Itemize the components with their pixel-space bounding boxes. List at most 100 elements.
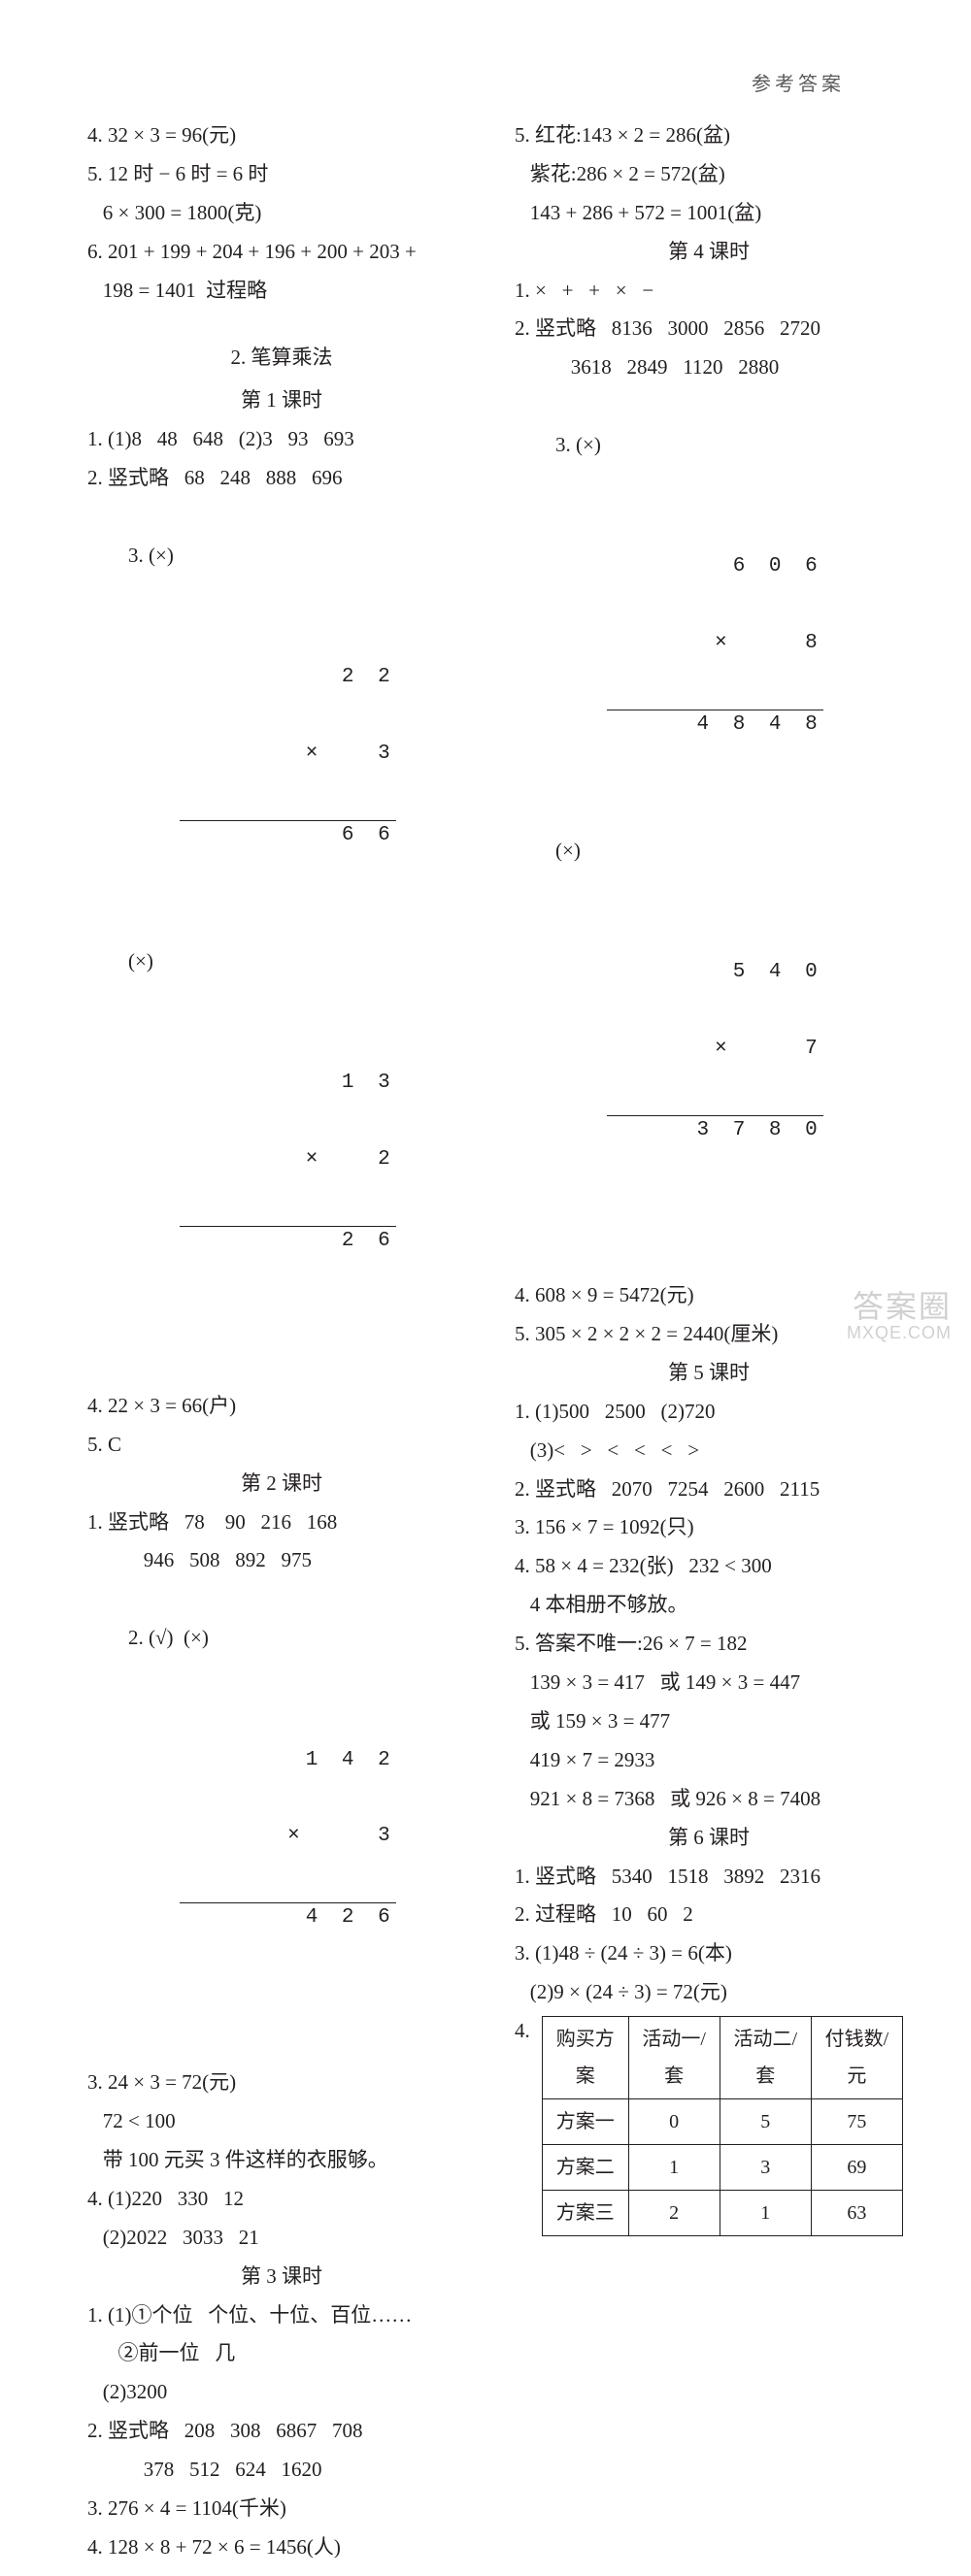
calc-row: × 3 [180, 1824, 396, 1849]
text-line: 139 × 3 = 417 或 149 × 3 = 447 [515, 1664, 903, 1702]
table-header: 付钱数/元 [811, 2017, 902, 2099]
calc-row: × 8 [607, 631, 823, 656]
text-line: 1. 竖式略 5340 1518 3892 2316 [515, 1858, 903, 1897]
text-line: 6. 201 + 199 + 204 + 196 + 200 + 203 + [87, 233, 476, 272]
text-line: 5. C [87, 1426, 476, 1465]
table-header: 购买方案 [543, 2017, 629, 2099]
calc-row: × 2 [180, 1147, 396, 1172]
lesson-heading: 第 4 课时 [515, 233, 903, 272]
table-cell: 0 [628, 2099, 720, 2145]
vertical-calc-row: 3. (×) 6 0 6 × 8 4 8 4 8 (×) 5 4 0 × 7 3… [515, 387, 903, 1276]
text-line: 3618 2849 1120 2880 [515, 348, 903, 387]
text-line: 4. 128 × 8 + 72 × 6 = 1456(人) [87, 2528, 476, 2567]
text-line: 1. × + + × − [515, 272, 903, 311]
text-prefix: 3. (×) [555, 433, 601, 456]
table-header: 活动二/套 [720, 2017, 811, 2099]
text-line: 4. (1)220 330 12 [87, 2180, 476, 2219]
vertical-calc-row: 3. (×) 2 2 × 3 6 6 (×) 1 3 × 2 2 6 [87, 498, 476, 1387]
calc-row: 4 8 4 8 [607, 710, 823, 738]
text-line: 6 × 300 = 1800(克) [87, 194, 476, 233]
text-line: 4. 32 × 3 = 96(元) [87, 116, 476, 155]
calc-row: 3 7 8 0 [607, 1115, 823, 1143]
table-row: 方案二 1 3 69 [543, 2145, 903, 2191]
section-title: 2. 笔算乘法 [87, 339, 476, 378]
text-line: 921 × 8 = 7368 或 926 × 8 = 7408 [515, 1780, 903, 1819]
text-line: 5. 红花:143 × 2 = 286(盆) [515, 116, 903, 155]
lesson-heading: 第 1 课时 [87, 381, 476, 420]
text-line: 5. 答案不唯一:26 × 7 = 182 [515, 1625, 903, 1664]
table-cell: 方案三 [543, 2191, 629, 2236]
table-cell: 75 [811, 2099, 902, 2145]
text-line: 1. (1)500 2500 (2)720 [515, 1393, 903, 1432]
vertical-calc: 6 0 6 × 8 4 8 4 8 [607, 504, 823, 789]
question-number: 4. [515, 2012, 542, 2051]
text-line: 1. (1)①个位 个位、十位、百位…… [87, 2296, 476, 2335]
text-line: 1. 竖式略 78 90 216 168 [87, 1503, 476, 1542]
calc-row: 4 2 6 [180, 1902, 396, 1931]
calc-row: × 3 [180, 742, 396, 767]
lesson-heading: 第 6 课时 [515, 1819, 903, 1858]
vertical-calc: 2 2 × 3 6 6 [180, 614, 396, 900]
text-line: 4. 608 × 9 = 5472(元) [515, 1276, 903, 1315]
question-4-row: 4. 购买方案 活动一/套 活动二/套 付钱数/元 方案一 0 5 75 [515, 2012, 903, 2236]
vertical-calc: 1 3 × 2 2 6 [180, 1020, 396, 1305]
text-line: 2. 竖式略 2070 7254 2600 2115 [515, 1470, 903, 1509]
calc-row: 6 6 [180, 820, 396, 848]
lesson-heading: 第 2 课时 [87, 1465, 476, 1503]
text-line: 3. 276 × 4 = 1104(千米) [87, 2490, 476, 2528]
text-line: 378 512 624 1620 [87, 2451, 476, 2490]
text-line: (2)2022 3033 21 [87, 2219, 476, 2258]
text-line: 3. 156 × 7 = 1092(只) [515, 1508, 903, 1547]
text-line: 2. 竖式略 208 308 6867 708 [87, 2412, 476, 2451]
text-prefix: 2. (√) (×) [128, 1626, 209, 1649]
text-line: (2)9 × (24 ÷ 3) = 72(元) [515, 1973, 903, 2012]
table-cell: 3 [720, 2145, 811, 2191]
header-label: 参考答案 [752, 68, 845, 96]
text-line: 1. (1)8 48 648 (2)3 93 693 [87, 420, 476, 459]
calc-row: 1 4 2 [180, 1748, 396, 1773]
text-line: 带 100 元买 3 件这样的衣服够。 [87, 2141, 476, 2180]
table-cell: 5 [720, 2099, 811, 2145]
text-line: 3. (1)48 ÷ (24 ÷ 3) = 6(本) [515, 1934, 903, 1973]
text-line: 5. 12 时 − 6 时 = 6 时 [87, 155, 476, 194]
text-line: 419 × 7 = 2933 [515, 1741, 903, 1780]
text-line: 紫花:286 × 2 = 572(盆) [515, 155, 903, 194]
text-line: 72 < 100 [87, 2102, 476, 2141]
text-line: 2. 竖式略 8136 3000 2856 2720 [515, 310, 903, 348]
watermark-sub: MXQE.COM [847, 1324, 952, 1343]
vertical-calc: 1 4 2 × 3 4 2 6 [180, 1697, 396, 1982]
vertical-calc: 5 4 0 × 7 3 7 8 0 [607, 909, 823, 1195]
calc-row: 5 4 0 [607, 960, 823, 985]
text-line: (2)3200 [87, 2373, 476, 2412]
table-header: 活动一/套 [628, 2017, 720, 2099]
lesson-heading: 第 5 课时 [515, 1354, 903, 1393]
text-line: 或 159 × 3 = 477 [515, 1702, 903, 1741]
text-line: 2. 过程略 10 60 2 [515, 1896, 903, 1934]
lesson-heading: 第 3 课时 [87, 2258, 476, 2296]
table-cell: 方案一 [543, 2099, 629, 2145]
text-line: 4 本相册不够放。 [515, 1586, 903, 1625]
calc-row: 2 6 [180, 1226, 396, 1254]
text-line: 4. 58 × 4 = 232(张) 232 < 300 [515, 1547, 903, 1586]
text-line: 198 = 1401 过程略 [87, 272, 476, 311]
table-cell: 2 [628, 2191, 720, 2236]
purchase-table: 购买方案 活动一/套 活动二/套 付钱数/元 方案一 0 5 75 方案二 1 [542, 2016, 903, 2236]
text-line: 4. 22 × 3 = 66(户) [87, 1387, 476, 1426]
text-line: 946 508 892 975 [87, 1541, 476, 1580]
calc-row: 6 0 6 [607, 554, 823, 579]
table-cell: 63 [811, 2191, 902, 2236]
text-prefix: (×) [128, 949, 153, 973]
calc-row: 2 2 [180, 665, 396, 690]
table-cell: 1 [628, 2145, 720, 2191]
table-cell: 1 [720, 2191, 811, 2236]
table-cell: 方案二 [543, 2145, 629, 2191]
table-cell: 69 [811, 2145, 902, 2191]
left-column: 4. 32 × 3 = 96(元) 5. 12 时 − 6 时 = 6 时 6 … [87, 116, 476, 2567]
text-line: 5. 305 × 2 × 2 × 2 = 2440(厘米) [515, 1315, 903, 1354]
text-line: ②前一位 几 [87, 2334, 476, 2373]
watermark-main: 答案圈 [853, 1289, 952, 1324]
calc-row: 1 3 [180, 1071, 396, 1096]
text-prefix: (×) [555, 839, 581, 862]
calc-row: × 7 [607, 1037, 823, 1062]
text-line: 3. 24 × 3 = 72(元) [87, 2064, 476, 2102]
